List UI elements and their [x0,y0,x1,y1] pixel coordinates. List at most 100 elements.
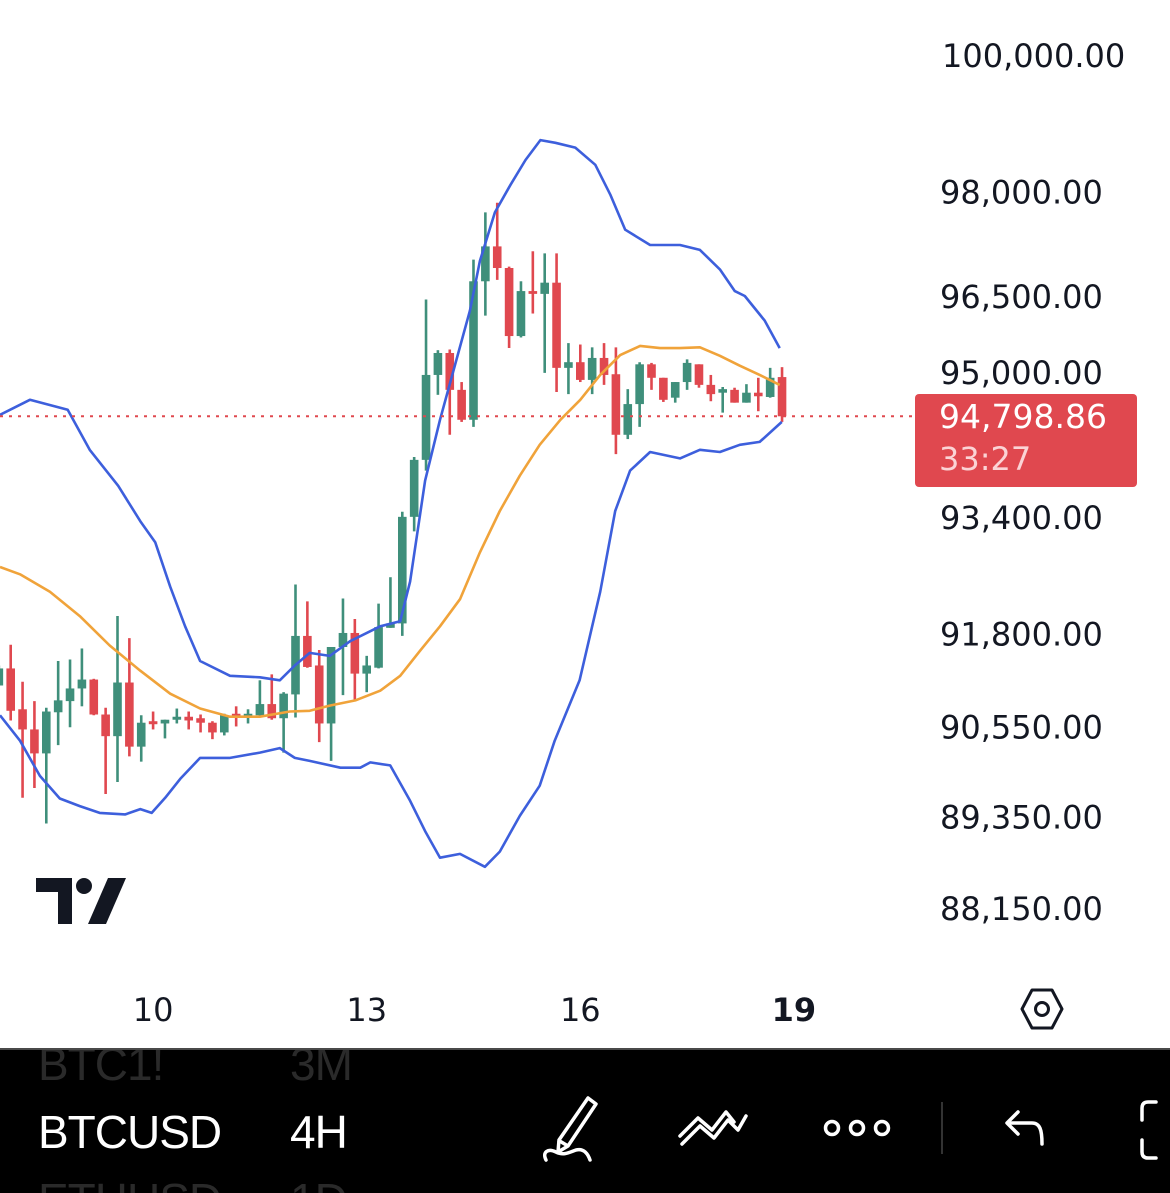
candle-body [42,711,51,754]
time-axis[interactable]: 10 13 16 19 [133,991,816,1029]
candle-body [528,291,538,294]
candle-down [267,674,277,720]
candle-down [350,618,360,701]
bottom-toolbar: BTC1! 3M BTCUSD 4H ETHUSD 1D [0,1048,1170,1193]
candle-down [754,377,763,412]
candle-up [0,665,4,686]
candle-body [0,668,4,686]
candle-up [255,680,265,718]
candle-body [718,389,727,393]
candle-body [362,665,371,674]
candle-body [730,389,739,403]
candle-down [552,253,561,392]
time-axis-label: 13 [346,991,387,1029]
price-axis-label: 96,500.00 [940,278,1103,316]
symbol-option-previous[interactable]: BTC1! [38,1048,164,1090]
symbol-option-next[interactable]: ETHUSD [38,1174,222,1193]
candle-up [326,646,336,761]
candle-down [184,711,193,730]
tradingview-logo-icon[interactable] [36,878,128,924]
interval-selector[interactable]: 4H [290,1106,348,1158]
candle-down [528,251,538,314]
candle-down [777,367,787,422]
candle-down [101,707,110,795]
candle-body [457,389,466,420]
candle-body [303,635,312,667]
candle-body [196,718,205,723]
candle-down [6,644,16,721]
candle-body [777,377,787,417]
candle-body [243,713,253,717]
candle-body [647,364,656,378]
candle-up [386,577,395,628]
candle-up [172,708,182,724]
candle-body [30,729,39,754]
symbol-selector[interactable]: BTCUSD [38,1106,222,1158]
candle-body [433,352,443,375]
candle-body [172,716,182,720]
price-axis[interactable]: 100,000.00 98,000.00 96,500.00 95,000.00 93,… [940,37,1125,928]
price-axis-label: 93,400.00 [940,499,1103,537]
bar-countdown: 33:27 [939,440,1032,478]
candle-body [77,679,87,689]
candle-up [421,299,431,471]
candle-down [445,349,455,435]
candle-down [30,701,39,788]
candle-body [469,281,478,420]
chart-settings-icon[interactable] [1019,986,1065,1032]
candle-up [765,367,775,398]
candle-body [706,384,716,395]
candle-down [196,714,205,733]
candle-body [398,516,407,624]
candle-body [125,682,134,747]
candle-body [65,688,75,702]
candle-body [765,377,775,397]
candle-body [481,246,490,282]
toolbar-divider [941,1102,943,1154]
candle-up [469,259,478,427]
time-axis-label: 16 [560,991,601,1029]
candle-body [53,700,63,713]
candle-down [694,364,704,388]
candle-up [113,616,122,782]
candle-up [65,659,75,728]
price-axis-label: 90,550.00 [940,708,1103,746]
interval-option-previous[interactable]: 3M [290,1048,353,1090]
candle-up [670,382,680,403]
candle-body [350,632,360,674]
candle-down [125,638,134,757]
candle-down [314,649,324,743]
candle-up [160,719,170,739]
candle-down [706,374,716,402]
price-axis-label: 98,000.00 [940,174,1103,212]
candle-body [160,719,170,724]
candle-down [89,678,99,716]
candle-up [718,387,727,413]
pencil-draw-icon[interactable] [538,1094,604,1164]
price-axis-label: 100,000.00 [942,37,1125,75]
candle-body [587,357,597,380]
time-axis-label: 10 [133,991,174,1029]
candle-up [682,359,692,390]
candle-up [53,661,63,746]
candle-body [504,268,514,337]
undo-icon[interactable] [1002,1108,1048,1148]
candle-body [492,246,502,269]
candle-body [599,357,609,375]
interval-option-next[interactable]: 1D [290,1174,348,1193]
price-axis-label: 95,000.00 [940,354,1103,392]
candle-body [635,364,644,405]
trend-line-tool-icon[interactable] [676,1106,750,1152]
candle-body [623,404,633,435]
candle-body [374,627,383,668]
price-chart[interactable]: 100,000.00 98,000.00 96,500.00 95,000.00 93,… [0,0,1170,1048]
fullscreen-icon[interactable] [1138,1098,1170,1162]
more-dots-icon[interactable] [822,1116,892,1140]
candle-down [208,721,217,740]
candle-body [540,282,549,294]
candle-body [255,704,265,716]
candle-up [433,350,443,395]
candle-up [42,707,51,824]
candle-down [576,344,585,383]
candle-down [492,202,502,280]
